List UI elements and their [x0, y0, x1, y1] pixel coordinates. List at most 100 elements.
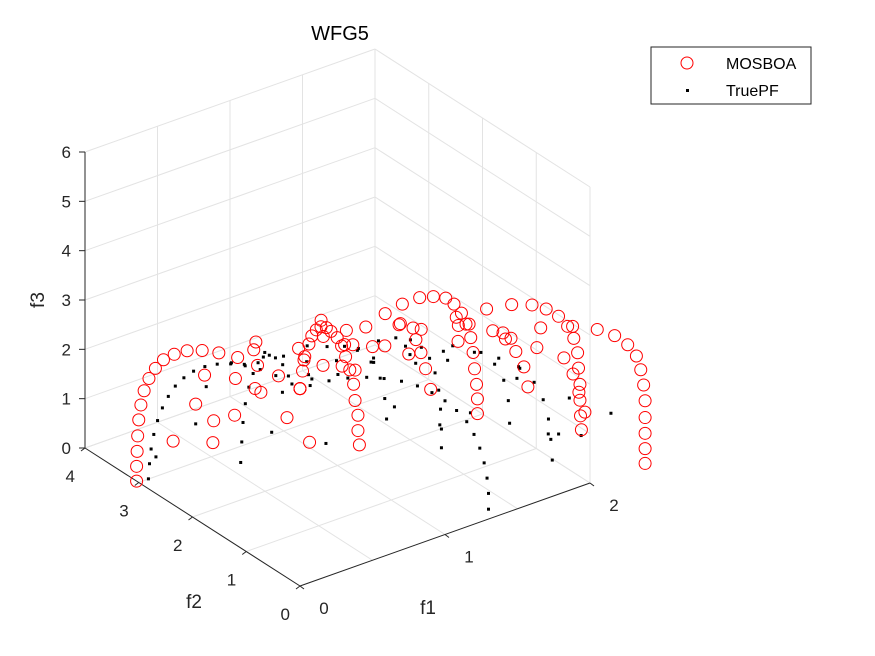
grid-line-y: [246, 448, 537, 552]
y-tick-mark: [295, 585, 301, 590]
mosboa-point: [254, 385, 268, 399]
truepf-point: [515, 376, 519, 380]
truepf-point: [508, 421, 512, 425]
legend-truepf-label: TruePF: [726, 83, 779, 100]
truepf-point: [241, 420, 245, 424]
mosboa-point: [552, 309, 566, 323]
mosboa-point: [366, 340, 380, 354]
x-tick-mark: [589, 482, 595, 487]
mosboa-point: [130, 474, 144, 488]
z-tick-label: 5: [62, 192, 71, 211]
truepf-point: [472, 350, 476, 354]
x-tick-label: 1: [464, 548, 473, 567]
truepf-point: [154, 455, 158, 459]
truepf-point: [394, 336, 398, 340]
mosboa-point: [351, 424, 365, 438]
y-tick-label: 4: [66, 467, 75, 486]
mosboa-point: [166, 434, 180, 448]
mosboa-point: [303, 435, 317, 449]
mosboa-point: [131, 429, 145, 443]
truepf-point: [274, 374, 278, 378]
truepf-point: [355, 348, 359, 352]
y-tick-label: 3: [119, 502, 128, 521]
mosboa-point: [148, 361, 162, 375]
truepf-point: [506, 399, 510, 403]
mosboa-point: [534, 321, 548, 335]
truepf-point: [166, 394, 170, 398]
mosboa-point: [638, 456, 652, 470]
truepf-point: [356, 346, 360, 350]
mosboa-point: [297, 353, 311, 367]
mosboa-point: [130, 459, 144, 473]
legend-mosboa-label: MOSBOA: [726, 56, 797, 73]
mosboa-point: [292, 341, 306, 355]
truepf-point: [156, 419, 160, 423]
mosboa-point: [486, 324, 500, 338]
legend-mosboa-marker: [680, 56, 694, 70]
mosboa-point: [347, 377, 361, 391]
mosboa-point: [339, 323, 353, 337]
mosboa-point: [247, 343, 261, 357]
mosboa-point: [156, 353, 170, 367]
truepf-point: [414, 361, 418, 365]
truepf-point: [497, 356, 501, 360]
truepf-point: [517, 365, 521, 369]
mosboa-point: [451, 318, 465, 332]
mosboa-point: [228, 408, 242, 422]
truepf-point: [609, 411, 613, 415]
mosboa-point: [134, 398, 148, 412]
mosboa-point: [638, 394, 652, 408]
mosboa-point: [393, 317, 407, 331]
truepf-point: [286, 374, 290, 378]
mosboa-point: [566, 367, 580, 381]
truepf-point: [557, 432, 561, 436]
truepf-point: [308, 384, 312, 388]
truepf-point: [307, 373, 310, 377]
y-axis-label: f2: [186, 592, 202, 613]
mosboa-point: [574, 423, 588, 437]
y-tick-mark: [188, 516, 193, 521]
mosboa-point: [426, 290, 440, 304]
mosboa-point: [462, 317, 476, 331]
z-tick-label: 4: [62, 242, 71, 261]
mosboa-point: [449, 310, 463, 324]
truepf-point: [267, 353, 271, 357]
truepf-point: [281, 363, 285, 367]
truepf-point: [336, 372, 340, 376]
mosboa-point: [167, 347, 181, 361]
truepf-point: [173, 384, 177, 388]
mosboa-point: [348, 363, 362, 377]
z-axis-label: f3: [28, 292, 49, 308]
truepf-point: [372, 360, 376, 364]
truepf-point: [441, 349, 445, 353]
mosboa-point: [480, 302, 494, 316]
mosboa-point: [348, 394, 362, 408]
truepf-point: [251, 372, 255, 376]
truepf-point: [310, 377, 314, 381]
mosboa-point: [251, 358, 265, 372]
mosboa-point: [228, 372, 242, 386]
legend-truepf-marker: [686, 89, 689, 92]
y-tick-label: 1: [227, 571, 236, 590]
mosboa-point: [621, 338, 635, 352]
mosboa-point: [413, 291, 427, 305]
grid-line-y: [84, 344, 376, 449]
mosboa-point: [638, 411, 652, 425]
mosboa-point: [132, 413, 146, 427]
truepf-point: [194, 422, 198, 426]
truepf-point: [439, 446, 443, 450]
mosboa-point: [352, 438, 366, 452]
z-tick-label: 6: [62, 143, 71, 162]
truepf-point: [493, 362, 497, 366]
truepf-point: [550, 458, 554, 462]
truepf-point: [365, 375, 369, 379]
mosboa-point: [468, 362, 482, 376]
mosboa-point: [395, 297, 409, 311]
truepf-point: [382, 377, 386, 381]
truepf-point: [160, 406, 164, 410]
truepf-point: [487, 507, 490, 511]
truepf-point: [518, 366, 522, 370]
x-tick-mark: [444, 534, 450, 538]
mosboa-point: [608, 329, 622, 343]
truepf-point: [280, 390, 284, 394]
